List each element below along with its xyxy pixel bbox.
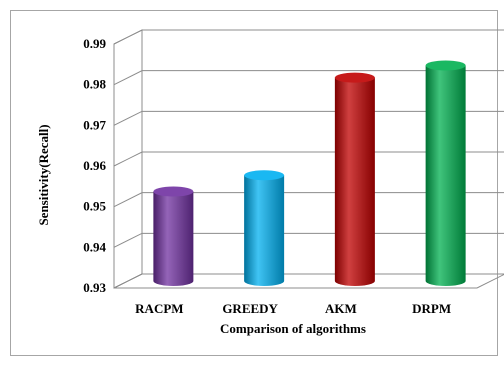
x-tick-label: AKM xyxy=(325,301,357,316)
bar-body xyxy=(153,191,194,286)
y-tick-label: 0.96 xyxy=(83,158,106,173)
gridline xyxy=(113,273,504,289)
gridline xyxy=(113,29,504,45)
y-axis-title: Sensitivity(Recall) xyxy=(36,124,51,225)
y-tick-label: 0.95 xyxy=(83,199,106,214)
gridline xyxy=(113,110,504,126)
gridline xyxy=(113,70,504,86)
x-tick-label: RACPM xyxy=(135,301,183,316)
y-axis-ticks: 0.93 0.94 0.95 0.96 0.97 0.98 0.99 xyxy=(83,36,106,295)
bar-top xyxy=(153,186,194,197)
bar-body xyxy=(244,175,285,286)
bar-top xyxy=(425,60,466,71)
y-tick-label: 0.94 xyxy=(83,239,106,254)
gridline xyxy=(113,151,504,167)
y-tick-label: 0.93 xyxy=(83,280,106,295)
bar-drpm xyxy=(425,60,466,286)
y-tick-label: 0.99 xyxy=(83,36,106,51)
gridlines xyxy=(113,29,504,289)
bar-top xyxy=(334,72,375,83)
bar-greedy xyxy=(244,170,285,286)
bar-akm xyxy=(334,72,375,287)
bar-top xyxy=(244,170,285,181)
x-tick-label: GREEDY xyxy=(222,301,278,316)
x-axis-labels: RACPM GREEDY AKM DRPM xyxy=(135,301,451,316)
gridline xyxy=(113,232,504,248)
bar-racpm xyxy=(153,186,194,286)
gridline xyxy=(113,192,504,208)
x-axis-title: Comparison of algorithms xyxy=(220,321,366,336)
bar-body xyxy=(334,77,375,287)
bar-body xyxy=(425,65,466,286)
x-tick-label: DRPM xyxy=(412,301,451,316)
y-tick-label: 0.97 xyxy=(83,117,106,132)
bars xyxy=(153,60,466,287)
y-tick-label: 0.98 xyxy=(83,77,106,92)
